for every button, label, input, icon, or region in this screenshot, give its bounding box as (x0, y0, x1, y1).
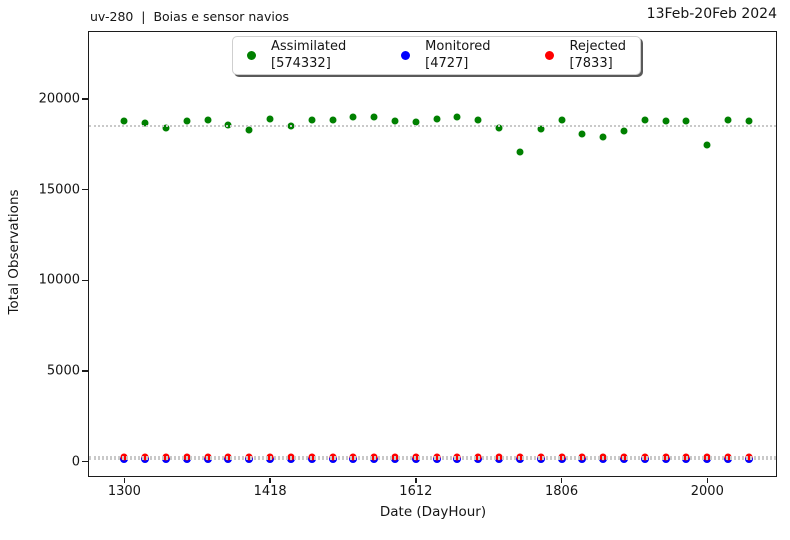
mean-line-monitored (89, 457, 776, 460)
data-point-assimilated (682, 117, 690, 125)
legend-entry-label: Rejected [7833] (569, 39, 626, 72)
data-point-assimilated (703, 141, 711, 149)
y-tick-mark (82, 370, 88, 372)
x-tick-label: 2000 (690, 484, 724, 499)
chart-date-range: 13Feb-20Feb 2024 (646, 6, 777, 22)
data-point-assimilated (370, 113, 378, 121)
legend-entry-assimilated: Assimilated [574332] (247, 39, 346, 72)
y-tick-mark (82, 98, 88, 100)
data-point-assimilated (724, 116, 732, 124)
x-tick-mark (123, 477, 126, 483)
data-point-assimilated (599, 133, 607, 141)
x-tick-label: 1612 (399, 484, 433, 499)
data-point-assimilated (245, 126, 253, 134)
data-point-assimilated (412, 118, 420, 126)
x-tick-mark (415, 477, 417, 483)
data-point-assimilated (558, 116, 566, 124)
legend-entry-rejected: Rejected [7833] (545, 39, 626, 72)
y-axis-label: Total Observations (6, 189, 22, 315)
data-point-assimilated (745, 117, 753, 125)
data-point-assimilated (537, 125, 545, 133)
legend-series-count: [4727] (425, 55, 469, 71)
data-point-assimilated (308, 116, 316, 124)
data-point-assimilated (453, 113, 461, 121)
y-tick-label: 20000 (38, 91, 80, 107)
x-tick-mark (706, 477, 708, 483)
legend-series-name: Monitored (425, 39, 491, 54)
data-point-assimilated (329, 116, 337, 124)
mean-line-assimilated (89, 124, 776, 127)
assimilated-marker-icon (247, 51, 256, 60)
monitored-marker-icon (401, 51, 411, 60)
data-point-assimilated (266, 115, 274, 123)
data-point-assimilated (620, 127, 628, 135)
x-axis-label: Date (DayHour) (379, 504, 487, 520)
legend-series-name: Rejected (569, 39, 626, 54)
y-tick-label: 10000 (38, 272, 80, 288)
x-tick-label: 1300 (107, 484, 141, 499)
x-tick-label: 1806 (545, 484, 579, 499)
legend-series-count: [7833] (569, 55, 613, 71)
x-tick-mark (269, 477, 271, 483)
legend-series-count: [574332] (271, 55, 331, 71)
plot-area: Assimilated [574332] Monitored [4727] Reject… (39, 31, 777, 499)
data-point-assimilated (120, 117, 128, 125)
x-tick-mark (560, 477, 563, 483)
legend: Assimilated [574332] Monitored [4727] Reject… (232, 36, 641, 75)
y-tick-mark (82, 460, 88, 463)
y-tick-label: 0 (71, 454, 80, 469)
data-point-assimilated (433, 115, 441, 123)
data-point-assimilated (162, 124, 170, 132)
data-point-assimilated (204, 116, 212, 124)
chart-subtitle: uv-280 | Boias e sensor navios (90, 9, 289, 24)
legend-series-name: Assimilated (271, 39, 347, 54)
x-tick-label: 1418 (253, 484, 287, 499)
data-point-assimilated (141, 119, 149, 127)
y-tick-label: 15000 (38, 182, 80, 198)
rejected-marker-icon (545, 51, 555, 60)
mean-line-rejected (89, 455, 776, 458)
legend-entry-label: Assimilated [574332] (271, 39, 346, 72)
data-point-assimilated (391, 117, 399, 125)
y-tick-mark (82, 188, 88, 191)
data-point-assimilated (662, 117, 670, 125)
data-point-assimilated (516, 148, 524, 156)
legend-entry-label: Monitored [4727] (425, 39, 490, 72)
data-point-assimilated (578, 130, 586, 138)
data-point-assimilated (349, 113, 357, 121)
y-tick-mark (82, 279, 88, 281)
data-point-assimilated (641, 116, 649, 124)
data-point-assimilated (474, 116, 482, 124)
data-point-assimilated (183, 117, 191, 125)
y-tick-label: 5000 (46, 363, 80, 379)
data-point-assimilated (495, 124, 503, 132)
legend-entry-monitored: Monitored [4727] (401, 39, 491, 72)
